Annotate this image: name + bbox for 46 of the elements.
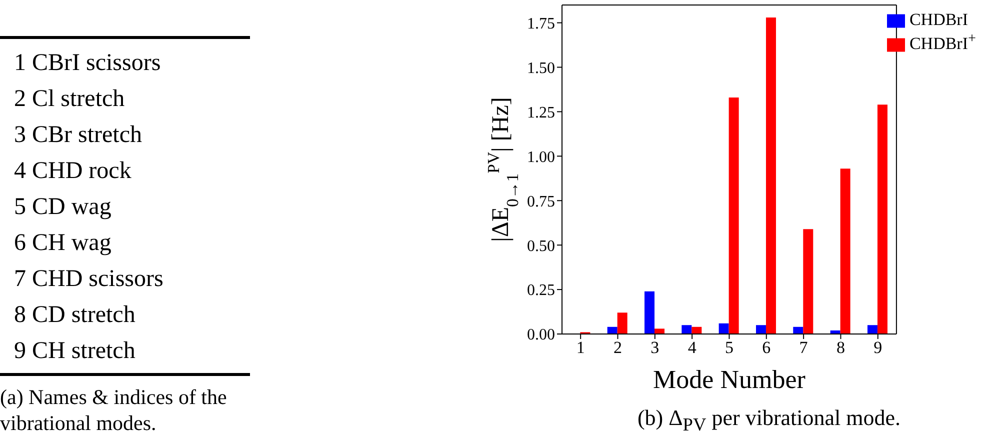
bar	[793, 326, 804, 334]
x-tick-label: 4	[688, 338, 697, 358]
text: 6 CH wag	[14, 230, 112, 256]
y-tick-label: 0.25	[527, 282, 555, 300]
bar	[682, 325, 692, 334]
x-tick-label: 5	[724, 338, 734, 358]
text: (b) Δ$_{PV}$ per vibrational mode.	[636, 405, 901, 434]
text: 4 CHD rock	[14, 158, 132, 184]
y-tick-label: 1.00	[527, 148, 555, 166]
bar	[617, 312, 628, 334]
x-axis-title: Mode Number	[653, 365, 806, 394]
text: 1 CBrI scissors	[14, 50, 161, 76]
text: 8 CD stretch	[14, 302, 136, 328]
x-tick-label: 9	[874, 338, 882, 358]
bar	[607, 326, 618, 334]
bar	[654, 328, 664, 334]
y-tick-label: 1.75	[527, 15, 555, 32]
y-tick-label: 0.75	[527, 193, 555, 210]
y-tick-label: 0.50	[527, 238, 555, 255]
text: 5 CD wag	[14, 194, 112, 220]
y-tick-label: 1.50	[527, 60, 555, 77]
bar	[692, 326, 702, 334]
bar	[718, 323, 729, 334]
bar	[877, 104, 888, 334]
bar	[840, 168, 850, 334]
text: (a) Names & indices of the vibrational modes.	[0, 385, 227, 435]
x-tick-label: 2	[613, 338, 622, 358]
bar	[766, 17, 776, 334]
text: 3 CBr stretch	[14, 122, 142, 148]
bar	[728, 97, 739, 334]
text: 9 CH stretch	[14, 338, 136, 364]
bar	[756, 325, 766, 334]
bar	[803, 229, 814, 334]
legend-label: CHDBrI	[909, 10, 968, 29]
y-tick-label: 1.25	[527, 104, 555, 122]
y-tick-label: 0.00	[527, 326, 555, 344]
legend-label: CHDBrI$^{+}$	[909, 30, 976, 53]
text: 2 Cl stretch	[14, 86, 125, 112]
text: 7 CHD scissors	[14, 266, 164, 292]
x-tick-label: 7	[799, 338, 808, 358]
bar	[867, 325, 878, 334]
bar	[644, 291, 654, 334]
x-tick-label: 3	[650, 338, 660, 358]
x-tick-label: 1	[576, 338, 585, 358]
x-tick-label: 8	[836, 338, 845, 358]
x-tick-label: 6	[762, 338, 771, 358]
